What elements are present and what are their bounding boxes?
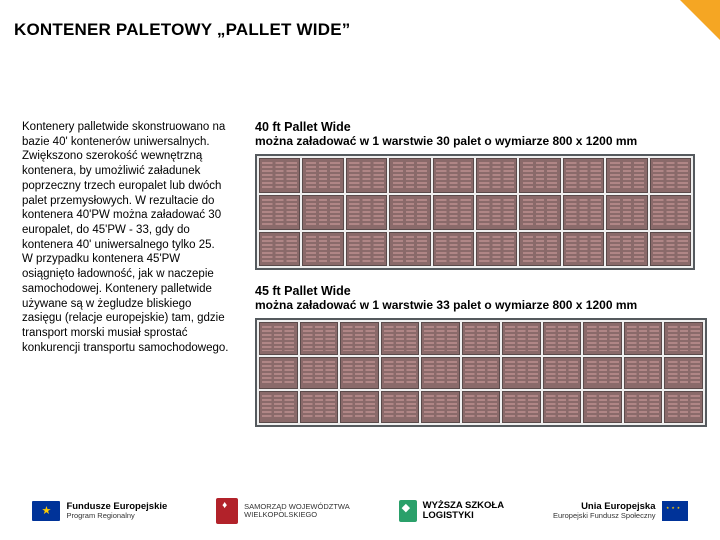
pallet (346, 232, 387, 267)
pallet (300, 357, 339, 389)
logo-ue: Unia Europejska Europejski Fundusz Społe… (553, 501, 688, 521)
pallet (346, 158, 387, 193)
pallet (340, 357, 379, 389)
pallet (302, 195, 343, 230)
pallet (624, 357, 663, 389)
pallet (502, 391, 541, 423)
page-title: KONTENER PALETOWY „PALLET WIDE” (14, 20, 350, 40)
pallet (340, 322, 379, 354)
pallet (476, 195, 517, 230)
pallet (381, 391, 420, 423)
eu-flag-icon (662, 501, 688, 521)
pallet (624, 322, 663, 354)
pallet (606, 158, 647, 193)
pallet (519, 195, 560, 230)
container-45ft (255, 318, 707, 427)
eu-star-icon (32, 501, 60, 521)
pallet (563, 232, 604, 267)
pallet (462, 357, 501, 389)
pallet (340, 391, 379, 423)
pallet (583, 391, 622, 423)
desc-para-1: Kontenery palletwide skonstruowano na ba… (22, 120, 232, 149)
wsl-icon (399, 500, 417, 522)
c40-title: 40 ft Pallet Wide (255, 120, 707, 134)
c45-title: 45 ft Pallet Wide (255, 284, 707, 298)
pallet (259, 391, 298, 423)
pallet (433, 158, 474, 193)
logo-wsl: WYŻSZA SZKOŁA LOGISTYKI (399, 500, 504, 522)
pallet (650, 158, 691, 193)
logo-samorzad: SAMORZĄD WOJEWÓDZTWA WIELKOPOLSKIEGO (216, 498, 350, 524)
pallet (502, 322, 541, 354)
pallet (300, 322, 339, 354)
pallet (664, 391, 703, 423)
pallet (519, 232, 560, 267)
pallet (346, 195, 387, 230)
pallet (381, 322, 420, 354)
pallet (302, 232, 343, 267)
pallet (462, 391, 501, 423)
pallet (624, 391, 663, 423)
eagle-icon (216, 498, 238, 524)
pallet (389, 195, 430, 230)
pallet (606, 195, 647, 230)
description-column: Kontenery palletwide skonstruowano na ba… (22, 120, 232, 356)
corner-accent (680, 0, 720, 40)
pallet (606, 232, 647, 267)
logo-fundusze: Fundusze Europejskie Program Regionalny (32, 501, 167, 521)
footer-logos: Fundusze Europejskie Program Regionalny … (0, 482, 720, 540)
c40-subtitle: można załadować w 1 warstwie 30 palet o … (255, 134, 707, 148)
pallet (259, 195, 300, 230)
pallet (476, 158, 517, 193)
pallet (543, 322, 582, 354)
pallet (563, 195, 604, 230)
pallet (381, 357, 420, 389)
pallet (259, 158, 300, 193)
diagrams-column: 40 ft Pallet Wide można załadować w 1 wa… (255, 120, 707, 427)
desc-para-2: Zwiększono szerokość wewnętrzną kontener… (22, 149, 232, 252)
pallet (433, 232, 474, 267)
pallet (462, 322, 501, 354)
pallet (563, 158, 604, 193)
pallet (543, 357, 582, 389)
pallet (583, 357, 622, 389)
pallet (650, 232, 691, 267)
pallet (421, 357, 460, 389)
pallet (502, 357, 541, 389)
pallet (300, 391, 339, 423)
pallet (664, 322, 703, 354)
pallet (259, 357, 298, 389)
pallet (259, 322, 298, 354)
c45-subtitle: można załadować w 1 warstwie 33 palet o … (255, 298, 707, 312)
pallet (302, 158, 343, 193)
pallet (519, 158, 560, 193)
pallet (543, 391, 582, 423)
pallet (650, 195, 691, 230)
pallet (664, 357, 703, 389)
pallet (421, 322, 460, 354)
pallet (583, 322, 622, 354)
pallet (389, 232, 430, 267)
pallet (259, 232, 300, 267)
desc-para-3: W przypadku kontenera 45'PW osiągnięto ł… (22, 252, 232, 355)
pallet (476, 232, 517, 267)
pallet (433, 195, 474, 230)
container-40ft (255, 154, 695, 270)
pallet (389, 158, 430, 193)
pallet (421, 391, 460, 423)
